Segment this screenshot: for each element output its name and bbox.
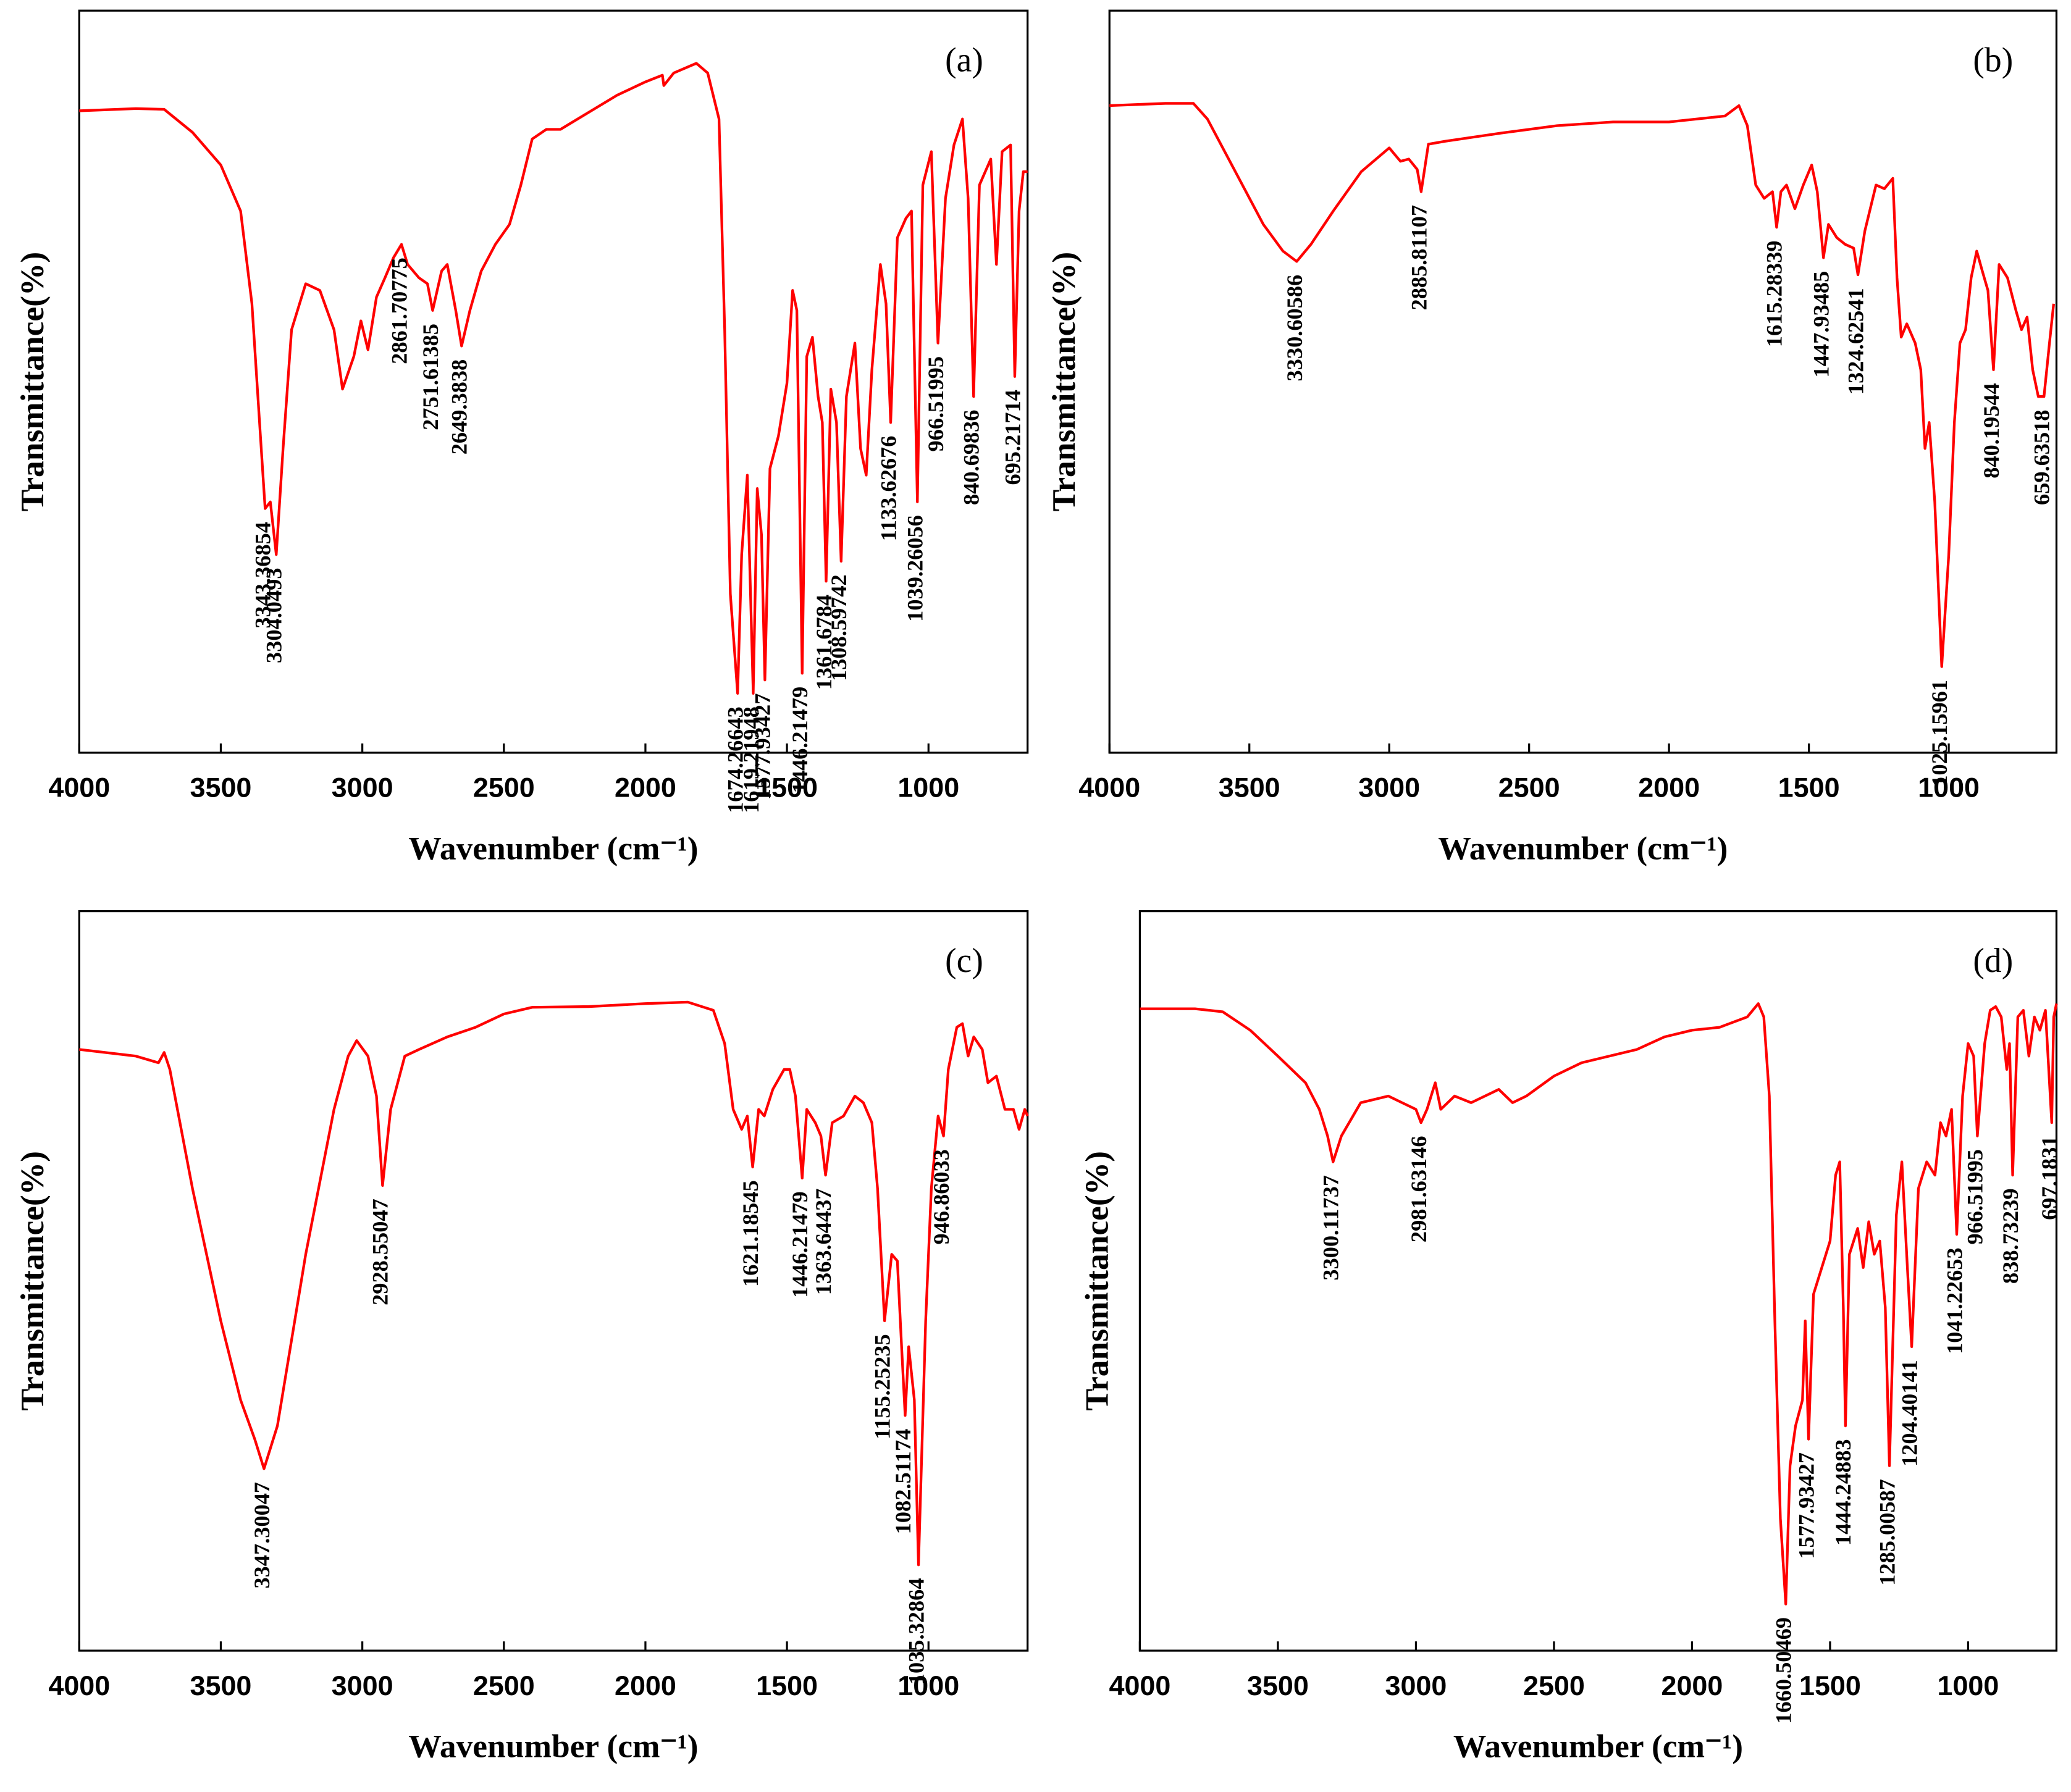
peak-label: 966.51995 bbox=[1963, 1149, 1988, 1244]
spectrum-line bbox=[1109, 102, 2056, 668]
x-tick-label: 4000 bbox=[1109, 1670, 1170, 1701]
x-tick-label: 1000 bbox=[897, 772, 959, 803]
peak-label: 1447.93485 bbox=[1809, 271, 1834, 378]
peak-label: 1363.64437 bbox=[811, 1188, 836, 1295]
x-tick-label: 2500 bbox=[473, 772, 535, 803]
peak-label: 1621.18545 bbox=[738, 1180, 763, 1287]
panel-label: (b) bbox=[1973, 41, 2013, 79]
peak-label: 1444.24883 bbox=[1831, 1439, 1855, 1546]
x-tick-label: 2000 bbox=[615, 772, 676, 803]
peak-label: 1615.28339 bbox=[1762, 241, 1787, 348]
peak-label: 1660.50469 bbox=[1771, 1617, 1796, 1724]
x-tick-label: 3000 bbox=[1358, 772, 1420, 803]
peak-label: 966.51995 bbox=[923, 356, 948, 451]
peak-label: 1446.21479 bbox=[788, 1191, 812, 1298]
peak-label: 1361.6784 bbox=[812, 595, 836, 690]
x-tick-label: 1500 bbox=[1778, 772, 1840, 803]
x-tick-label: 2500 bbox=[473, 1670, 535, 1701]
peak-label: 3330.60586 bbox=[1282, 275, 1307, 382]
peak-label: 1577.93427 bbox=[750, 693, 775, 800]
x-tick-label: 3000 bbox=[1385, 1670, 1447, 1701]
y-axis-label: Transmittance(%) bbox=[14, 1151, 51, 1410]
peak-label: 1285.00587 bbox=[1875, 1479, 1899, 1586]
peak-label: 1041.22653 bbox=[1942, 1247, 1967, 1354]
panel-label: (d) bbox=[1973, 942, 2013, 980]
peak-label: 3347.30047 bbox=[250, 1482, 274, 1589]
peak-label: 2981.63146 bbox=[1406, 1136, 1431, 1242]
x-tick-label: 4000 bbox=[48, 772, 110, 803]
plot-frame bbox=[78, 910, 1029, 1652]
x-tick-label: 3500 bbox=[1247, 1670, 1309, 1701]
x-axis-label: Wavenumber (cm⁻¹) bbox=[408, 1728, 698, 1765]
plot-frame bbox=[1138, 910, 2058, 1652]
x-tick-label: 2500 bbox=[1498, 772, 1560, 803]
peak-label: 1619.21948 bbox=[739, 706, 763, 813]
peak-label: 3304.0493 bbox=[262, 567, 287, 663]
y-axis-label: Transmittance(%) bbox=[1045, 252, 1082, 511]
x-tick-label: 1500 bbox=[1799, 1670, 1861, 1701]
x-tick-label: 1000 bbox=[1918, 772, 1980, 803]
spectrum-line bbox=[1140, 1002, 2058, 1606]
peak-label: 2751.61385 bbox=[418, 324, 443, 430]
peak-label: 1039.26056 bbox=[903, 515, 928, 622]
peak-label: 1025.15961 bbox=[1927, 680, 1952, 787]
x-tick-label: 3000 bbox=[332, 1670, 393, 1701]
x-axis-label: Wavenumber (cm⁻¹) bbox=[408, 830, 698, 867]
x-tick-label: 4000 bbox=[1078, 772, 1140, 803]
x-tick-label: 3500 bbox=[190, 1670, 252, 1701]
x-tick-label: 2000 bbox=[1638, 772, 1700, 803]
peak-label: 840.69836 bbox=[959, 410, 984, 505]
peak-label: 838.73239 bbox=[1998, 1188, 2023, 1283]
peak-label: 840.19544 bbox=[1979, 383, 2004, 478]
peak-label: 2928.55047 bbox=[368, 1199, 393, 1305]
peak-label: 1577.93427 bbox=[1794, 1452, 1818, 1559]
y-axis-label: Transmittance(%) bbox=[14, 252, 51, 511]
peak-label: 946.86033 bbox=[929, 1149, 954, 1244]
x-tick-label: 2500 bbox=[1523, 1670, 1585, 1701]
peak-label: 1082.51174 bbox=[891, 1429, 915, 1535]
plot-frame bbox=[78, 9, 1029, 754]
peak-label: 697.1831 bbox=[2037, 1136, 2062, 1220]
y-axis-label: Transmittance(%) bbox=[1078, 1151, 1115, 1410]
peak-label: 3343.36854 bbox=[251, 522, 275, 629]
peak-label: 1446.21479 bbox=[788, 687, 812, 793]
plot-frame bbox=[1108, 9, 2058, 754]
x-tick-label: 1000 bbox=[897, 1670, 959, 1701]
spectrum-line bbox=[79, 1000, 1029, 1567]
peak-label: 1133.62676 bbox=[876, 436, 901, 542]
x-tick-label: 3500 bbox=[190, 772, 252, 803]
x-tick-label: 3500 bbox=[1219, 772, 1280, 803]
x-tick-label: 3000 bbox=[332, 772, 393, 803]
x-axis-label: Wavenumber (cm⁻¹) bbox=[1453, 1728, 1743, 1765]
peak-label: 1035.32864 bbox=[904, 1578, 928, 1685]
spectrum-line bbox=[79, 62, 1028, 695]
x-tick-label: 1500 bbox=[756, 1670, 818, 1701]
peak-label: 1308.59742 bbox=[826, 574, 851, 681]
x-tick-label: 4000 bbox=[48, 1670, 110, 1701]
x-tick-label: 1500 bbox=[756, 772, 818, 803]
peak-label: 695.21714 bbox=[1000, 390, 1025, 485]
peak-label: 1155.25235 bbox=[870, 1334, 894, 1439]
peak-label: 2885.81107 bbox=[1406, 205, 1431, 311]
peak-label: 1674.26643 bbox=[723, 706, 748, 813]
panel-label: (a) bbox=[945, 41, 983, 79]
peak-label: 3300.11737 bbox=[1319, 1175, 1343, 1281]
peak-label: 2861.70775 bbox=[387, 257, 411, 364]
x-axis-label: Wavenumber (cm⁻¹) bbox=[1438, 830, 1728, 867]
peak-label: 1324.62541 bbox=[1843, 288, 1868, 395]
x-tick-label: 1000 bbox=[1937, 1670, 1999, 1701]
x-tick-label: 2000 bbox=[1661, 1670, 1723, 1701]
peak-label: 1204.40141 bbox=[1897, 1360, 1922, 1467]
peak-label: 659.63518 bbox=[2030, 410, 2054, 505]
x-tick-label: 2000 bbox=[615, 1670, 676, 1701]
peak-label: 2649.3838 bbox=[447, 359, 472, 454]
panel-label: (c) bbox=[945, 942, 983, 980]
